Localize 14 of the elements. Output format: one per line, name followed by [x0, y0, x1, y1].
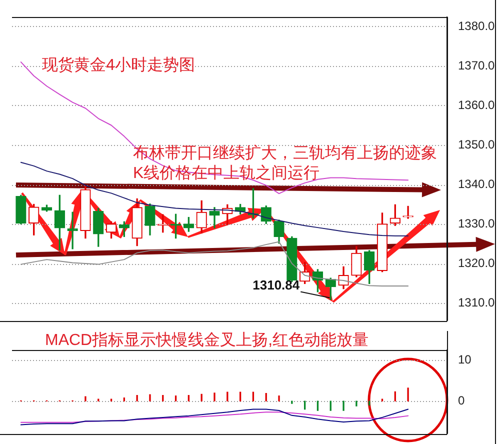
y-tick-label: 1330.0 — [458, 216, 496, 230]
y-tick-label: 1380.0 — [458, 18, 496, 33]
y-tick-label: 1360.0 — [458, 98, 496, 112]
chart-title: MACD指标显示快慢线金叉上扬,红色动能放量 — [45, 331, 369, 349]
candlestick — [209, 207, 220, 228]
y-tick-label: 1350.0 — [458, 137, 496, 152]
y-tick-label: 1310.0 — [458, 295, 496, 310]
text: 现货黄金4小时走势图 — [42, 56, 195, 74]
y-tick-label: 1340.0 — [458, 176, 496, 191]
y-tick-label: 1370.0 — [458, 58, 496, 72]
y-tick-label: 1320.0 — [458, 256, 496, 270]
y-tick-label: 10 — [458, 352, 472, 367]
y-tick-label: 0 — [458, 393, 465, 408]
annotation: 1310.84 — [252, 278, 300, 293]
